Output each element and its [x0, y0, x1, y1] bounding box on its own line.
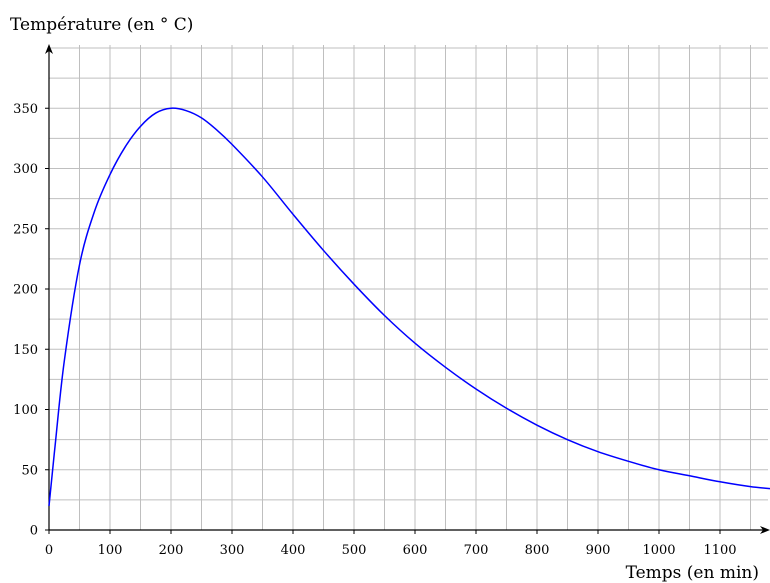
- series-group: [48, 107, 770, 506]
- y-tick-label: 350: [13, 102, 38, 117]
- grid: [49, 45, 768, 530]
- y-tick-label: 300: [13, 162, 38, 177]
- tick-labels: 0 100 200 300 400 500 600 700 800 900 1000 1100 0 50 1…: [13, 102, 736, 558]
- x-axis-arrow: [760, 526, 770, 534]
- x-axis-title: Temps (en min): [626, 563, 759, 583]
- y-tick-label: 250: [13, 222, 38, 237]
- x-tick-label: 0: [45, 543, 53, 558]
- x-tick-label: 800: [525, 543, 550, 558]
- y-tick-label: 150: [13, 343, 38, 358]
- x-tick-label: 1000: [642, 543, 675, 558]
- x-tick-label: 200: [159, 543, 184, 558]
- y-tick-label: 200: [13, 283, 38, 298]
- y-tick-label: 50: [21, 463, 38, 478]
- y-tick-label: 100: [13, 403, 38, 418]
- x-tick-label: 500: [342, 543, 367, 558]
- x-tick-label: 1100: [703, 543, 736, 558]
- x-tick-label: 900: [586, 543, 611, 558]
- x-tick-label: 700: [464, 543, 489, 558]
- x-tick-label: 300: [220, 543, 245, 558]
- temperature-curve: [48, 107, 770, 506]
- y-tick-label: 0: [30, 524, 38, 539]
- x-tick-label: 600: [403, 543, 428, 558]
- y-axis-title: Température (en ° C): [10, 15, 193, 35]
- y-axis-arrow: [45, 44, 53, 54]
- x-tick-label: 100: [98, 543, 123, 558]
- x-tick-label: 400: [281, 543, 306, 558]
- axes: [45, 44, 770, 534]
